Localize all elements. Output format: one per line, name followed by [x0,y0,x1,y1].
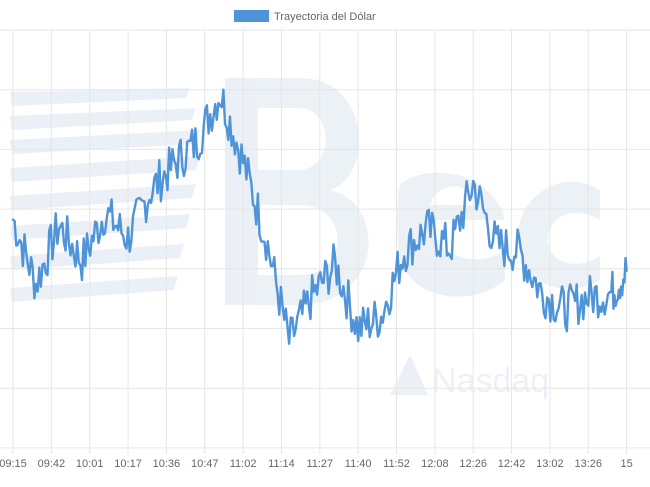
x-tick-label: 11:14 [268,458,295,470]
x-tick-label: 10:01 [76,458,104,470]
x-tick-label: 10:36 [153,458,181,470]
x-tick-label: 13:02 [536,458,564,470]
x-tick-label: 11:40 [345,458,372,470]
x-tick-label: 10:47 [191,458,219,470]
x-tick-label: 13:26 [574,458,602,470]
x-tick-label: 11:27 [306,458,333,470]
legend-swatch [234,10,269,22]
x-tick-label: 11:52 [383,458,410,470]
legend-label: Trayectoria del Dólar [274,11,376,23]
x-tick-label: 09:42 [38,458,66,470]
series-line-trayectoria-del-dolar [11,88,628,345]
x-tick-label: 12:08 [421,458,449,470]
x-axis-tick-labels: 09:15 09:42 10:01 10:17 10:36 10:47 11:02 11:14… [0,458,633,470]
x-tick-label: 15 [620,458,632,470]
x-tick-label: 12:42 [498,458,526,470]
x-tick-label: 12:26 [459,458,487,470]
x-tick-label: 10:17 [114,458,142,470]
legend: Trayectoria del Dólar [234,10,376,23]
x-tick-label: 11:02 [230,458,257,470]
x-tick-label: 09:15 [0,458,27,470]
nasdaq-watermark-text: Nasdaq [432,362,549,400]
